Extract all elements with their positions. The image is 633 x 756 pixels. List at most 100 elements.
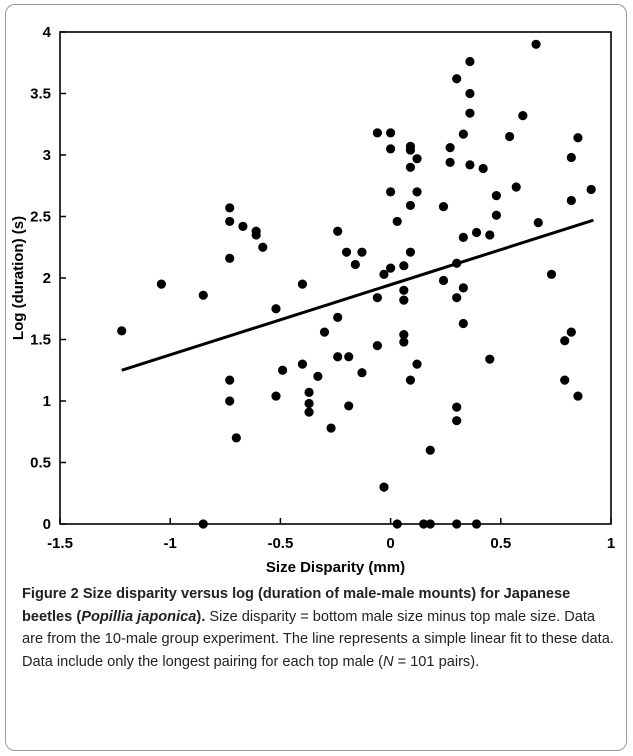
data-point — [304, 387, 314, 397]
x-tick-label: 0.5 — [490, 535, 511, 552]
data-point — [458, 318, 468, 329]
data-point — [333, 312, 343, 322]
data-point — [505, 131, 515, 142]
data-point — [399, 261, 409, 271]
data-point — [465, 160, 475, 170]
data-point — [491, 190, 501, 201]
data-point — [379, 482, 389, 492]
data-point — [238, 221, 248, 231]
data-point — [156, 279, 166, 289]
data-point — [386, 263, 396, 273]
data-point — [566, 152, 576, 163]
y-axis-label: Log (duration) (s) — [10, 216, 27, 340]
data-point — [399, 329, 409, 340]
data-point — [546, 269, 557, 279]
data-point — [198, 290, 208, 300]
data-point — [326, 423, 336, 433]
data-point — [573, 391, 583, 401]
data-point — [231, 433, 241, 443]
data-point — [304, 407, 314, 417]
data-point — [297, 359, 308, 369]
data-point — [271, 304, 281, 314]
y-tick-label: 0.5 — [30, 455, 51, 472]
data-point — [225, 396, 235, 406]
data-point — [198, 519, 208, 529]
scatter-chart: -1.5 -1 -0.5 0 0.5 1 0 0.5 1 1.5 2 2.5 3 3.5 4 Size D… — [10, 24, 615, 576]
data-point — [465, 88, 475, 99]
x-axis-label: Size Disparity (mm) — [266, 559, 405, 576]
figure-title: Size disparity versus log (duration of m… — [22, 586, 571, 625]
data-point — [573, 133, 583, 143]
x-tick-label: 1 — [607, 535, 615, 552]
data-point — [465, 108, 475, 118]
x-tick-label: 0 — [386, 535, 394, 552]
data-point — [251, 230, 261, 240]
data-point — [350, 259, 360, 270]
figure-title-end: ). — [196, 608, 206, 625]
data-point — [405, 375, 416, 385]
plot-area — [59, 31, 612, 525]
data-point — [445, 143, 455, 153]
data-point — [412, 187, 422, 197]
x-tick-label: -1.5 — [47, 535, 73, 552]
data-point — [405, 162, 416, 172]
data-point — [258, 242, 268, 252]
sample-size-symbol: N — [383, 653, 394, 670]
data-point — [478, 163, 488, 174]
data-point — [372, 293, 382, 303]
data-point — [225, 203, 235, 213]
y-tick-label: 4 — [43, 24, 52, 41]
data-point — [485, 230, 495, 240]
data-point — [465, 56, 475, 67]
data-point — [425, 519, 435, 529]
data-point — [452, 519, 462, 529]
y-axis-ticks: 0 0.5 1 1.5 2 2.5 3 3.5 4 — [30, 24, 66, 533]
species-name: Popillia japonica — [81, 608, 197, 625]
data-point — [225, 375, 235, 385]
data-point — [386, 144, 396, 154]
data-point — [531, 39, 541, 49]
data-point — [399, 337, 409, 347]
data-point — [357, 368, 367, 378]
data-point — [319, 327, 330, 337]
data-point — [333, 226, 343, 236]
data-point — [386, 128, 396, 138]
y-tick-label: 2.5 — [30, 209, 51, 226]
data-point — [405, 145, 416, 155]
data-point — [405, 200, 416, 211]
data-point — [271, 391, 281, 401]
data-point — [491, 210, 501, 220]
data-point — [297, 279, 308, 289]
y-tick-label: 3.5 — [30, 86, 51, 103]
data-point — [344, 352, 354, 362]
caption-body: Size disparity = bottom male size minus … — [22, 608, 614, 670]
data-point — [333, 352, 343, 362]
data-point — [438, 275, 449, 286]
data-point — [225, 253, 235, 263]
y-tick-label: 1 — [43, 393, 51, 410]
data-point — [560, 375, 570, 385]
linear-fit-line — [121, 218, 594, 372]
data-point — [412, 359, 422, 369]
x-axis-ticks: -1.5 -1 -0.5 0 0.5 1 — [47, 518, 615, 552]
data-point — [379, 269, 389, 279]
data-point — [560, 336, 570, 346]
data-point — [405, 247, 416, 257]
data-point — [458, 232, 468, 243]
data-point — [438, 202, 449, 212]
data-point — [425, 445, 435, 455]
data-point — [304, 398, 314, 409]
data-point — [485, 354, 495, 364]
data-point — [471, 519, 482, 529]
data-point — [372, 128, 382, 138]
data-point — [452, 74, 462, 84]
data-point — [386, 187, 396, 197]
data-point — [392, 216, 402, 227]
data-points — [117, 39, 596, 529]
data-point — [344, 401, 354, 411]
data-point — [412, 154, 422, 164]
data-point — [225, 216, 235, 227]
data-point — [445, 157, 455, 167]
x-tick-label: -0.5 — [267, 535, 293, 552]
data-point — [452, 293, 462, 303]
